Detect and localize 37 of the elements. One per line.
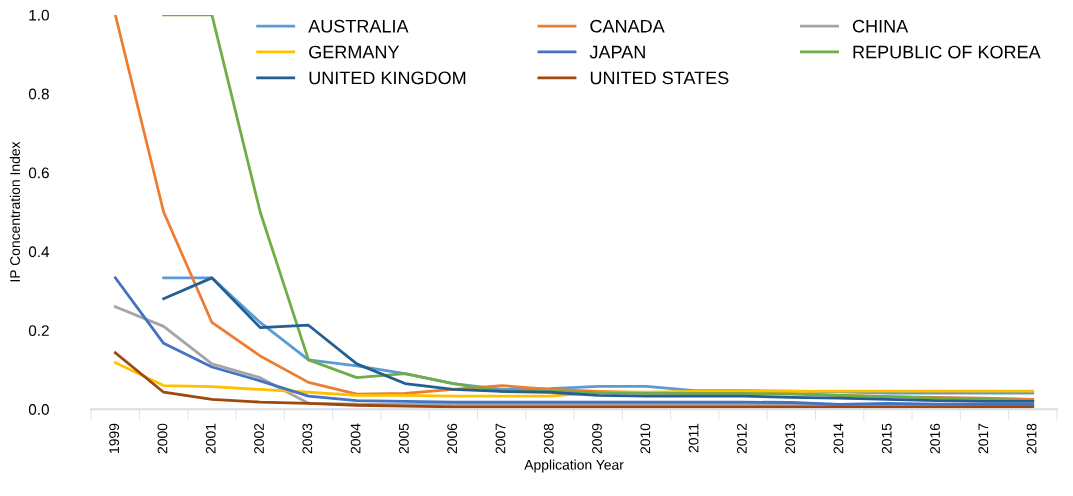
legend-label: REPUBLIC OF KOREA [853, 45, 1041, 59]
y-tick-label: 1.0 [29, 9, 49, 21]
x-tick-label: 2018 [1026, 423, 1037, 454]
x-tick-label: 2008 [543, 423, 554, 454]
x-tick-label: 1999 [109, 423, 120, 453]
x-tick-label: 2007 [495, 423, 506, 454]
x-tick-label: 2006 [447, 423, 458, 454]
x-tick-label: 2010 [640, 423, 651, 454]
x-tick-label: 2013 [785, 423, 796, 454]
x-tick-label: 2003 [302, 423, 313, 454]
x-tick-label: 2014 [833, 423, 844, 454]
x-axis-title: Application Year [524, 459, 624, 473]
legend-label: GERMANY [309, 45, 400, 59]
x-tick-label: 2012 [736, 423, 747, 454]
legend-label: JAPAN [589, 45, 645, 59]
legend-label: CANADA [590, 19, 665, 33]
x-tick-label: 2016 [930, 423, 940, 454]
line-series [113, 351, 1035, 409]
y-tick-label: 0.2 [28, 325, 49, 337]
legend-label: CHINA [852, 19, 909, 33]
x-tick-label: 2002 [254, 423, 264, 454]
x-tick-label: 2017 [978, 423, 989, 454]
x-tick-label: 2011 [688, 423, 699, 453]
y-tick-label: 0.0 [28, 404, 49, 415]
x-tick-label: 2000 [157, 423, 168, 454]
y-tick-label: 0.8 [28, 88, 49, 100]
y-tick-label: 0.4 [28, 246, 50, 258]
legend-label: AUSTRALIA [308, 19, 409, 33]
y-tick-label: 0.6 [28, 167, 49, 179]
x-tick-label: 2009 [592, 423, 602, 454]
legend-label: UNITED KINGDOM [309, 71, 466, 85]
x-tick-label: 2015 [881, 423, 892, 454]
legend-label: UNITED STATES [590, 71, 729, 85]
y-axis-title: IP Concentration Index [9, 141, 20, 282]
x-tick-label: 2005 [398, 423, 409, 454]
x-tick-label: 2004 [350, 423, 361, 454]
x-tick-label: 2001 [205, 423, 216, 454]
